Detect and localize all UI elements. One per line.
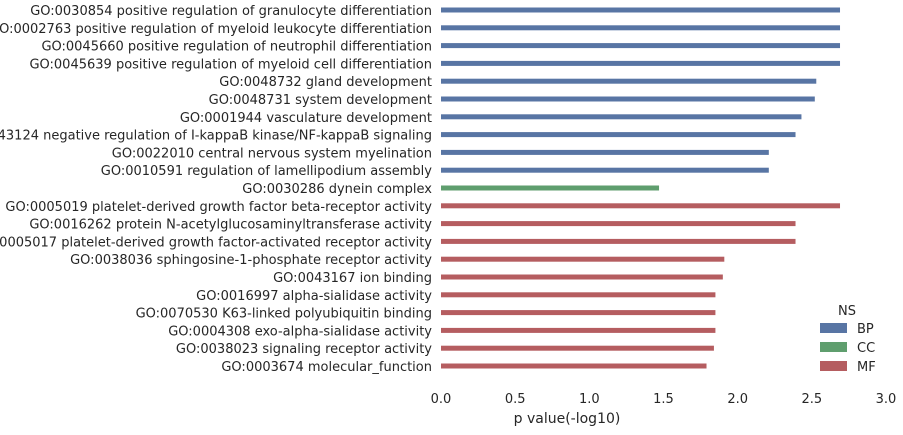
bar-bp	[441, 114, 802, 120]
category-label: GO:0001944 vasculature development	[180, 111, 432, 126]
category-label: GO:0016262 protein N-acetylglucosaminylt…	[29, 218, 432, 233]
legend: NS BP CC MF	[820, 304, 876, 375]
category-label: GO:0048731 system development	[209, 93, 432, 108]
bar-mf	[441, 363, 707, 369]
x-tick-label: 0.5	[505, 392, 526, 407]
x-tick-label: 0.0	[431, 392, 452, 407]
legend-label-bp: BP	[857, 322, 874, 337]
legend-label-mf: MF	[857, 360, 876, 375]
x-tick-label: 2.0	[727, 392, 748, 407]
category-label: GO:0005017 platelet-derived growth facto…	[0, 235, 432, 250]
category-labels-group: GO:0030854 positive regulation of granul…	[0, 4, 432, 375]
category-label: GO:0010591 regulation of lamellipodium a…	[101, 164, 433, 179]
bar-bp	[441, 25, 841, 31]
category-label: GO:0045639 positive regulation of myeloi…	[29, 57, 432, 72]
bar-mf	[441, 274, 723, 280]
bar-mf	[441, 256, 725, 262]
category-label: GO:0003674 molecular_function	[221, 360, 432, 375]
bar-bp	[441, 43, 841, 49]
bar-bp	[441, 7, 841, 13]
category-label: GO:0070530 K63-linked polyubiquitin bind…	[136, 307, 432, 322]
bar-bp	[441, 149, 769, 155]
x-tick-label: 3.0	[876, 392, 897, 407]
bar-bp	[441, 60, 841, 66]
category-label: GO:0038036 sphingosine-1-phosphate recep…	[70, 253, 432, 268]
category-label: GO:0002763 positive regulation of myeloi…	[0, 22, 432, 37]
bar-bp	[441, 96, 815, 102]
category-label: GO:0043124 negative regulation of I-kapp…	[0, 129, 432, 144]
legend-title: NS	[838, 304, 856, 319]
legend-swatch-cc	[820, 342, 847, 352]
bar-mf	[441, 292, 716, 298]
bar-mf	[441, 221, 796, 227]
x-tick-label: 1.0	[579, 392, 600, 407]
x-axis-label: p value(-log10)	[514, 411, 621, 427]
category-label: GO:0048732 gland development	[219, 75, 432, 90]
x-tick-label: 1.5	[653, 392, 674, 407]
category-label: GO:0043167 ion binding	[273, 271, 432, 286]
category-label: GO:0030854 positive regulation of granul…	[30, 4, 432, 19]
bar-cc	[441, 185, 660, 191]
legend-swatch-mf	[820, 361, 847, 371]
bar-bp	[441, 132, 796, 138]
category-label: GO:0004308 exo-alpha-sialidase activity	[168, 324, 432, 339]
legend-swatch-bp	[820, 323, 847, 333]
x-ticks-group: 0.0 0.5 1.0 1.5 2.0 2.5 3.0	[431, 392, 897, 407]
bar-mf	[441, 238, 796, 244]
legend-label-cc: CC	[857, 341, 875, 356]
category-label: GO:0022010 central nervous system myelin…	[112, 146, 432, 161]
bar-bp	[441, 167, 769, 173]
category-label: GO:0005019 platelet-derived growth facto…	[5, 200, 432, 215]
category-label: GO:0016997 alpha-sialidase activity	[196, 289, 432, 304]
bars-group	[441, 7, 841, 369]
bar-bp	[441, 78, 817, 84]
bar-mf	[441, 310, 716, 316]
bar-mf	[441, 203, 841, 209]
x-tick-label: 2.5	[801, 392, 822, 407]
bar-mf	[441, 327, 716, 333]
category-label: GO:0038023 signaling receptor activity	[176, 342, 432, 357]
bar-mf	[441, 345, 714, 351]
category-label: GO:0030286 dynein complex	[242, 182, 432, 197]
category-label: GO:0045660 positive regulation of neutro…	[41, 40, 432, 55]
